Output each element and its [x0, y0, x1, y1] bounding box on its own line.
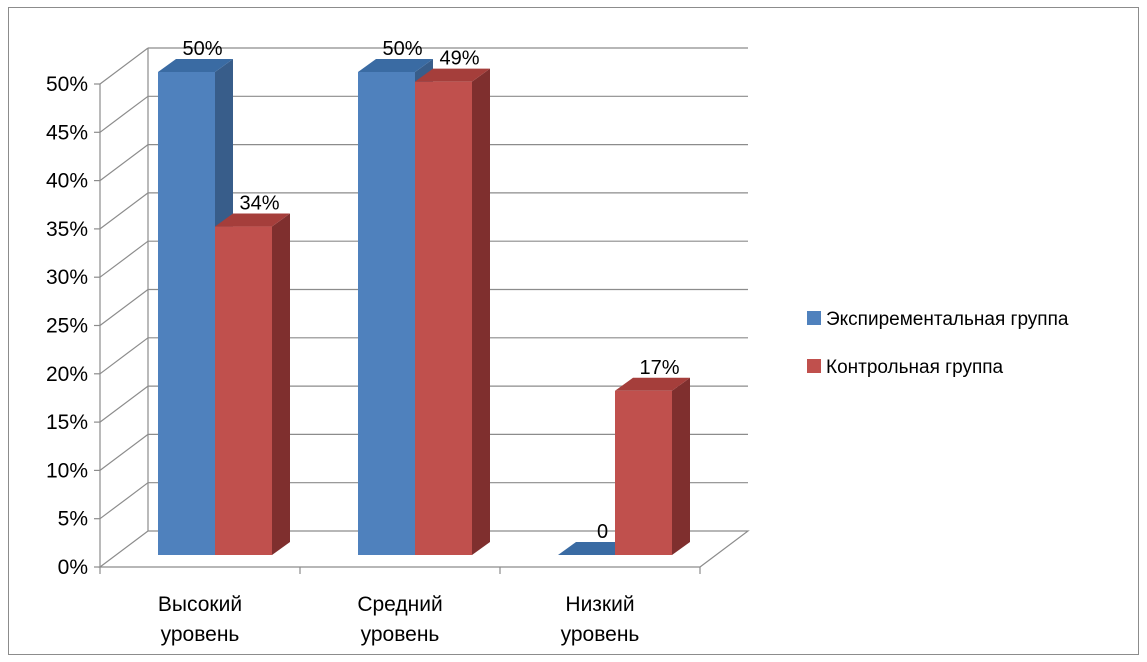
legend: Экспирементальная группа Контрольная груп… — [807, 309, 1069, 378]
gridline-diagonal — [99, 95, 149, 133]
data-label: 50% — [382, 38, 422, 60]
bar-top — [415, 68, 490, 82]
legend-swatch — [807, 311, 821, 325]
y-tick-label: 10% — [46, 459, 88, 482]
gridline-diagonal — [99, 240, 149, 278]
bars — [158, 59, 690, 555]
bar-front — [358, 72, 415, 555]
bar-top — [215, 213, 290, 227]
legend-swatch — [807, 359, 821, 373]
bar-top — [615, 377, 690, 391]
gridline-diagonal — [99, 433, 149, 471]
category-label-line: уровень — [361, 623, 440, 646]
axis: 0% 5% 10% 15% 20% 25% 30% 35% 40% 45% 50% Высокий ур… — [46, 73, 701, 646]
bar-front — [215, 226, 272, 555]
category-label-line: уровень — [161, 623, 240, 646]
gridline-diagonal — [99, 289, 149, 326]
bar-front — [158, 72, 215, 555]
category-label-line: Высокий — [158, 593, 242, 616]
gridline-diagonal — [99, 47, 149, 85]
y-tick-label: 30% — [46, 266, 88, 289]
legend-label: Контрольная группа — [826, 357, 1004, 378]
data-label: 49% — [439, 48, 479, 70]
y-tick-label: 25% — [46, 315, 88, 338]
y-tick-label: 50% — [46, 73, 88, 96]
data-label: 0 — [597, 521, 608, 543]
bar-side — [472, 68, 490, 555]
gridline-diagonal — [99, 192, 149, 230]
y-tick-label: 35% — [46, 218, 88, 241]
bar-front — [615, 390, 672, 555]
y-tick-label: 0% — [58, 556, 88, 579]
gridline-diagonal — [99, 337, 149, 375]
data-label: 17% — [639, 357, 679, 379]
y-tick-label: 40% — [46, 170, 88, 193]
y-tick-label: 15% — [46, 411, 88, 434]
gridline-diagonal — [99, 385, 149, 423]
category-label-line: Низкий — [565, 593, 634, 616]
y-tick-label: 45% — [46, 121, 88, 144]
legend-label: Экспирементальная группа — [826, 309, 1069, 330]
category-label-line: уровень — [561, 623, 640, 646]
category-label: Высокий уровень — [158, 593, 242, 646]
bar-side — [672, 377, 690, 555]
bar-top — [558, 542, 633, 555]
gridline-diagonal — [99, 144, 149, 182]
category-label: Низкий уровень — [561, 593, 640, 646]
y-tick-label: 20% — [46, 363, 88, 386]
data-label: 50% — [182, 38, 222, 60]
data-label: 34% — [239, 193, 279, 215]
y-tick-label: 5% — [58, 508, 88, 531]
labels: 50% 50% 0 34% 49% 17% — [182, 38, 679, 543]
bar-top — [358, 59, 433, 72]
category-label-line: Средний — [357, 593, 442, 616]
category-label: Средний уровень — [357, 593, 442, 646]
bar-side — [272, 213, 290, 555]
gridline-diagonal — [99, 482, 149, 520]
bar-front — [415, 81, 472, 555]
bar-top — [158, 59, 233, 72]
